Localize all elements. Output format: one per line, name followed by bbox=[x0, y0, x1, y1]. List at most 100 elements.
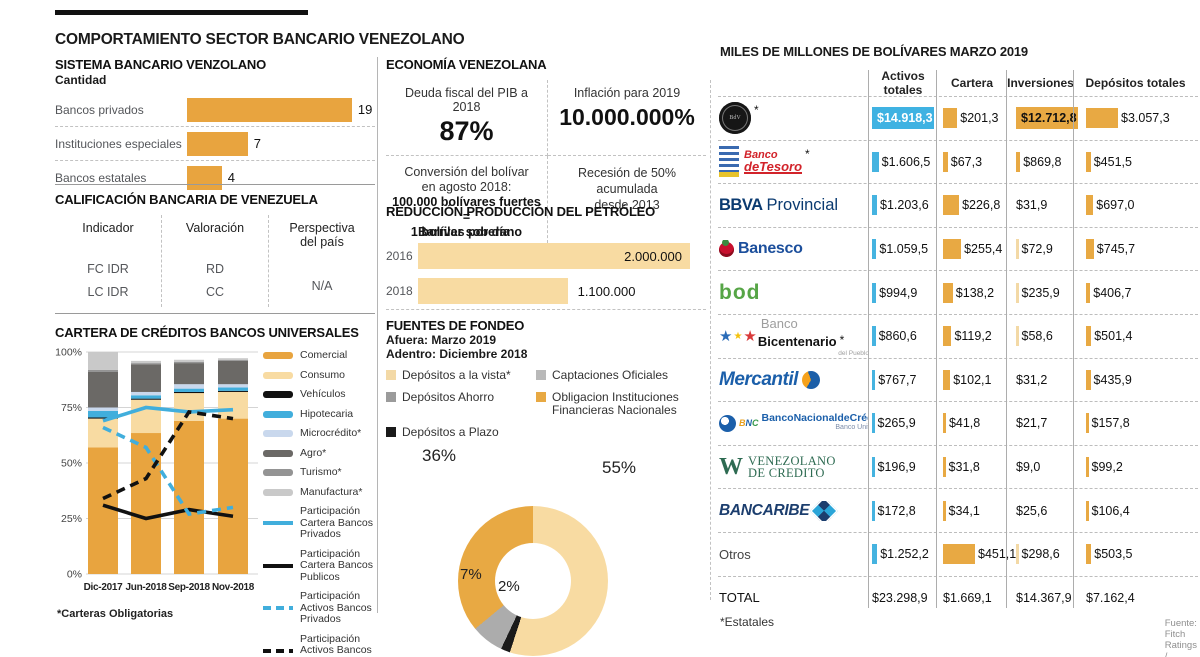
bank-cell-mercantil: Mercantil bbox=[718, 369, 869, 391]
value-bar bbox=[1086, 500, 1089, 521]
sistema-bar-label: Bancos estatales bbox=[55, 170, 147, 185]
bbva-provincial-logo: BBVA Provincial bbox=[719, 195, 839, 214]
legend-label: Turismo* bbox=[300, 466, 342, 478]
value-bar bbox=[943, 544, 975, 565]
cell-value: $697,0 bbox=[1096, 198, 1135, 213]
cell-value: $1.203,6 bbox=[880, 198, 929, 213]
table-row-bbva: BBVA Provincial $1.203,6 $226,8 $31,9 $697,0 bbox=[718, 184, 1198, 228]
cell-rd: RD bbox=[205, 262, 225, 276]
bdv-seal-icon: BdV bbox=[719, 102, 751, 135]
divider bbox=[55, 313, 375, 314]
cell-value: $1.252,2 bbox=[880, 547, 929, 562]
total-label: TOTAL bbox=[719, 590, 760, 606]
bancaribe-logo: BANCARIBE bbox=[719, 500, 839, 521]
bank-table: Activos totales Cartera Inversiones Depó… bbox=[718, 69, 1200, 619]
donut-label-36: 36% bbox=[422, 446, 457, 465]
cell-value: $1.606,5 bbox=[881, 154, 931, 169]
value-bar bbox=[1086, 326, 1092, 347]
bank-cell-bbva: BBVA Provincial bbox=[718, 196, 869, 215]
cell-value: $72,9 bbox=[1021, 242, 1053, 257]
bar-value: 2.000.000 bbox=[624, 248, 682, 264]
star-icon: ★ bbox=[743, 327, 757, 345]
estatal-asterisk: * bbox=[754, 103, 759, 118]
bank-cell-venezolano: W VENEZOLANO DE CREDITO bbox=[718, 454, 869, 481]
legend-item: Turismo* bbox=[263, 466, 381, 479]
value-bar bbox=[1086, 544, 1092, 565]
bank-cell-bicentenario: ★ ★ ★ Banco Bicentenario * del Pueblo bbox=[718, 315, 869, 357]
sistema-bar-value: 19 bbox=[357, 102, 373, 117]
tesoro-flag-icon bbox=[719, 146, 739, 178]
cell-value: $31,2 bbox=[1016, 372, 1048, 387]
banesco-logo: Banesco bbox=[719, 240, 803, 258]
legend-label: Participación Activos Bancos Privados bbox=[300, 590, 372, 625]
bank-cell-banesco: Banesco bbox=[718, 240, 869, 258]
bank-cell-otros: Otros bbox=[718, 547, 869, 562]
calificacion-table: Indicador FC IDR LC IDR Valoración RD CC… bbox=[55, 215, 375, 307]
cell-value: $451,5 bbox=[1093, 154, 1132, 169]
mercantil-logo: Mercantil bbox=[719, 369, 820, 391]
svg-text:100%: 100% bbox=[55, 347, 82, 359]
venezolano-monogram-icon: W bbox=[719, 453, 743, 480]
value-bar bbox=[872, 544, 878, 565]
highlight-value: $14.918,3 bbox=[872, 107, 934, 130]
section-fondeo: FUENTES DE FONDEO Afuera: Marzo 2019 Ade… bbox=[386, 318, 708, 656]
value-bar bbox=[943, 282, 953, 303]
calificacion-col-valoracion: Valoración RD CC bbox=[162, 215, 269, 307]
cell-value: $1.059,5 bbox=[879, 242, 929, 257]
value-bar bbox=[943, 369, 951, 390]
section-sistema-bancario: SISTEMA BANCARIO VENZOLANO Cantidad Banc… bbox=[55, 57, 375, 194]
cell-value: $67,3 bbox=[950, 154, 983, 169]
value-bar bbox=[872, 239, 877, 260]
value-bar bbox=[943, 326, 952, 347]
economia-recesion: Recesión de 50% acumulada desde 2013 bbox=[548, 156, 706, 248]
fondeo-legend-label: Depósitos a la vista* bbox=[402, 368, 511, 382]
table-column-line bbox=[1006, 70, 1007, 608]
table-column-line bbox=[1073, 70, 1074, 608]
value-bar bbox=[943, 500, 946, 521]
header-inversiones: Inversiones bbox=[1007, 76, 1074, 90]
donut-label-2: 2% bbox=[498, 578, 520, 595]
sistema-title: SISTEMA BANCARIO VENZOLANO bbox=[55, 57, 266, 72]
cell-value: $58,6 bbox=[1021, 329, 1053, 344]
bank-cell-bancaribe: BANCARIBE bbox=[718, 500, 869, 521]
cell-lc-idr: LC IDR bbox=[87, 285, 129, 299]
value-cell: $1.203,6 bbox=[869, 195, 940, 216]
value-bar bbox=[943, 195, 960, 216]
value-cell: $860,6 bbox=[869, 326, 940, 347]
table-row-bdv: BdV * $14.918,3 $201,3 $12.712,8 $3.057,3 bbox=[718, 97, 1198, 141]
economia-title: ECONOMÍA VENEZOLANA bbox=[386, 57, 547, 72]
cell-value: $119,2 bbox=[954, 329, 992, 344]
col-header: Indicador bbox=[82, 221, 134, 235]
economia-deuda: Deuda fiscal del PIB a 2018 87% bbox=[386, 80, 548, 156]
fondeo-legend-item: Obligacion Instituciones Financieras Nac… bbox=[536, 391, 702, 417]
value-cell: $12.712,8 bbox=[1013, 107, 1083, 130]
value-bar bbox=[943, 457, 946, 478]
legend-item: Manufactura* bbox=[263, 485, 381, 499]
value-cell: $41,8 bbox=[940, 413, 1013, 434]
legend-label: Comercial bbox=[300, 349, 348, 361]
header-activos: Activos totales bbox=[881, 69, 925, 97]
cell-value: $406,7 bbox=[1093, 285, 1132, 300]
fondeo-legend-label: Depósitos Ahorro bbox=[402, 390, 495, 404]
cell-value: $172,8 bbox=[877, 503, 916, 518]
banco-bicentenario-logo: ★ ★ ★ Banco Bicentenario * del Pueblo bbox=[719, 316, 869, 358]
value-cell: $99,2 bbox=[1083, 457, 1200, 478]
bar-value: 1.100.000 bbox=[577, 283, 636, 299]
conversion-line: 100.000 bolívares fuertes = bbox=[392, 195, 541, 224]
legend-item: Participación Cartera Bancos Privados bbox=[263, 505, 381, 541]
legend-label: Participación Activos Bancos Publicos bbox=[300, 632, 372, 657]
value-cell: $102,1 bbox=[940, 369, 1013, 390]
bod-logo: bod bbox=[719, 281, 760, 305]
value-cell: $501,4 bbox=[1083, 326, 1200, 347]
cell-value: $860,6 bbox=[878, 329, 917, 344]
value-cell: $994,9 bbox=[869, 282, 940, 303]
source-credit: Fuente: Fitch Ratings / Gráfico: LR-AL bbox=[1164, 618, 1197, 657]
cell-value: $451,1 bbox=[978, 547, 1017, 562]
value-cell: $201,3 bbox=[940, 108, 1013, 129]
value-bar bbox=[1086, 195, 1094, 216]
legend-label: Manufactura* bbox=[300, 485, 363, 498]
highlight-value: $12.712,8 bbox=[1016, 107, 1078, 130]
fondeo-legend: Depósitos a la vista* Captaciones Oficial… bbox=[386, 369, 708, 439]
deuda-label: Deuda fiscal del PIB a 2018 bbox=[405, 86, 528, 114]
value-bar bbox=[1086, 239, 1094, 260]
